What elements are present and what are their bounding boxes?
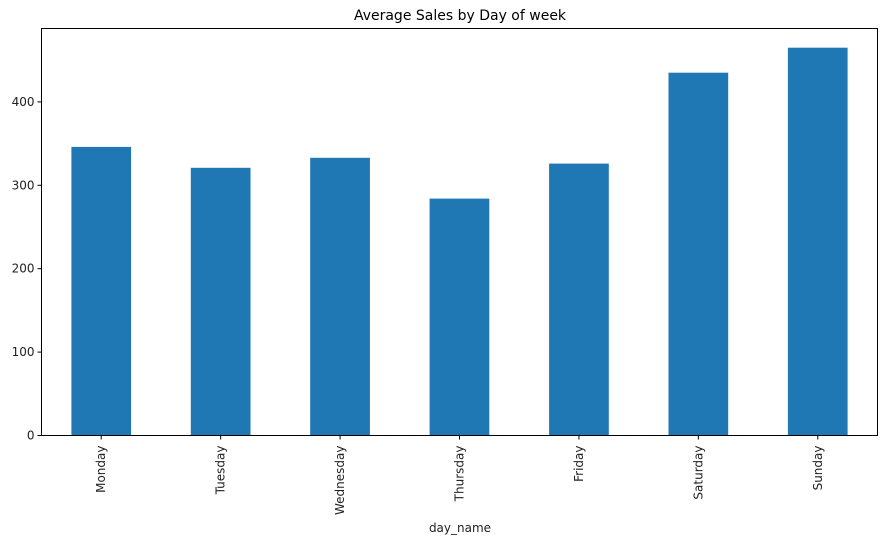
y-tick-label: 400 <box>12 95 35 109</box>
y-tick-label: 100 <box>12 345 35 359</box>
bar-thursday <box>429 198 490 436</box>
bar-wednesday <box>310 157 370 436</box>
y-tick-label: 0 <box>27 429 35 443</box>
y-tick-label: 200 <box>12 262 35 276</box>
bar-saturday <box>668 72 729 436</box>
bars-group <box>71 47 848 436</box>
bar-sunday <box>787 47 848 436</box>
x-tick-label-saturday: Saturday <box>691 446 705 500</box>
x-tick-label-friday: Friday <box>572 446 586 482</box>
bar-monday <box>71 146 132 436</box>
chart-title: Average Sales by Day of week <box>354 8 567 24</box>
x-tick-label-wednesday: Wednesday <box>333 446 347 515</box>
y-tick-label: 300 <box>12 178 35 192</box>
x-tick-label-tuesday: Tuesday <box>214 446 228 496</box>
x-tick-label-sunday: Sunday <box>811 446 825 491</box>
x-axis-label: day_name <box>429 521 491 535</box>
x-tick-label-thursday: Thursday <box>453 446 467 503</box>
y-axis: 0 100 200 300 400 <box>12 95 42 443</box>
bar-tuesday <box>190 167 251 436</box>
plot-frame <box>41 28 878 436</box>
bar-friday <box>549 163 609 436</box>
x-axis: Monday Tuesday Wednesday Thursday Friday Satu… <box>94 435 825 515</box>
x-tick-label-monday: Monday <box>94 446 108 493</box>
